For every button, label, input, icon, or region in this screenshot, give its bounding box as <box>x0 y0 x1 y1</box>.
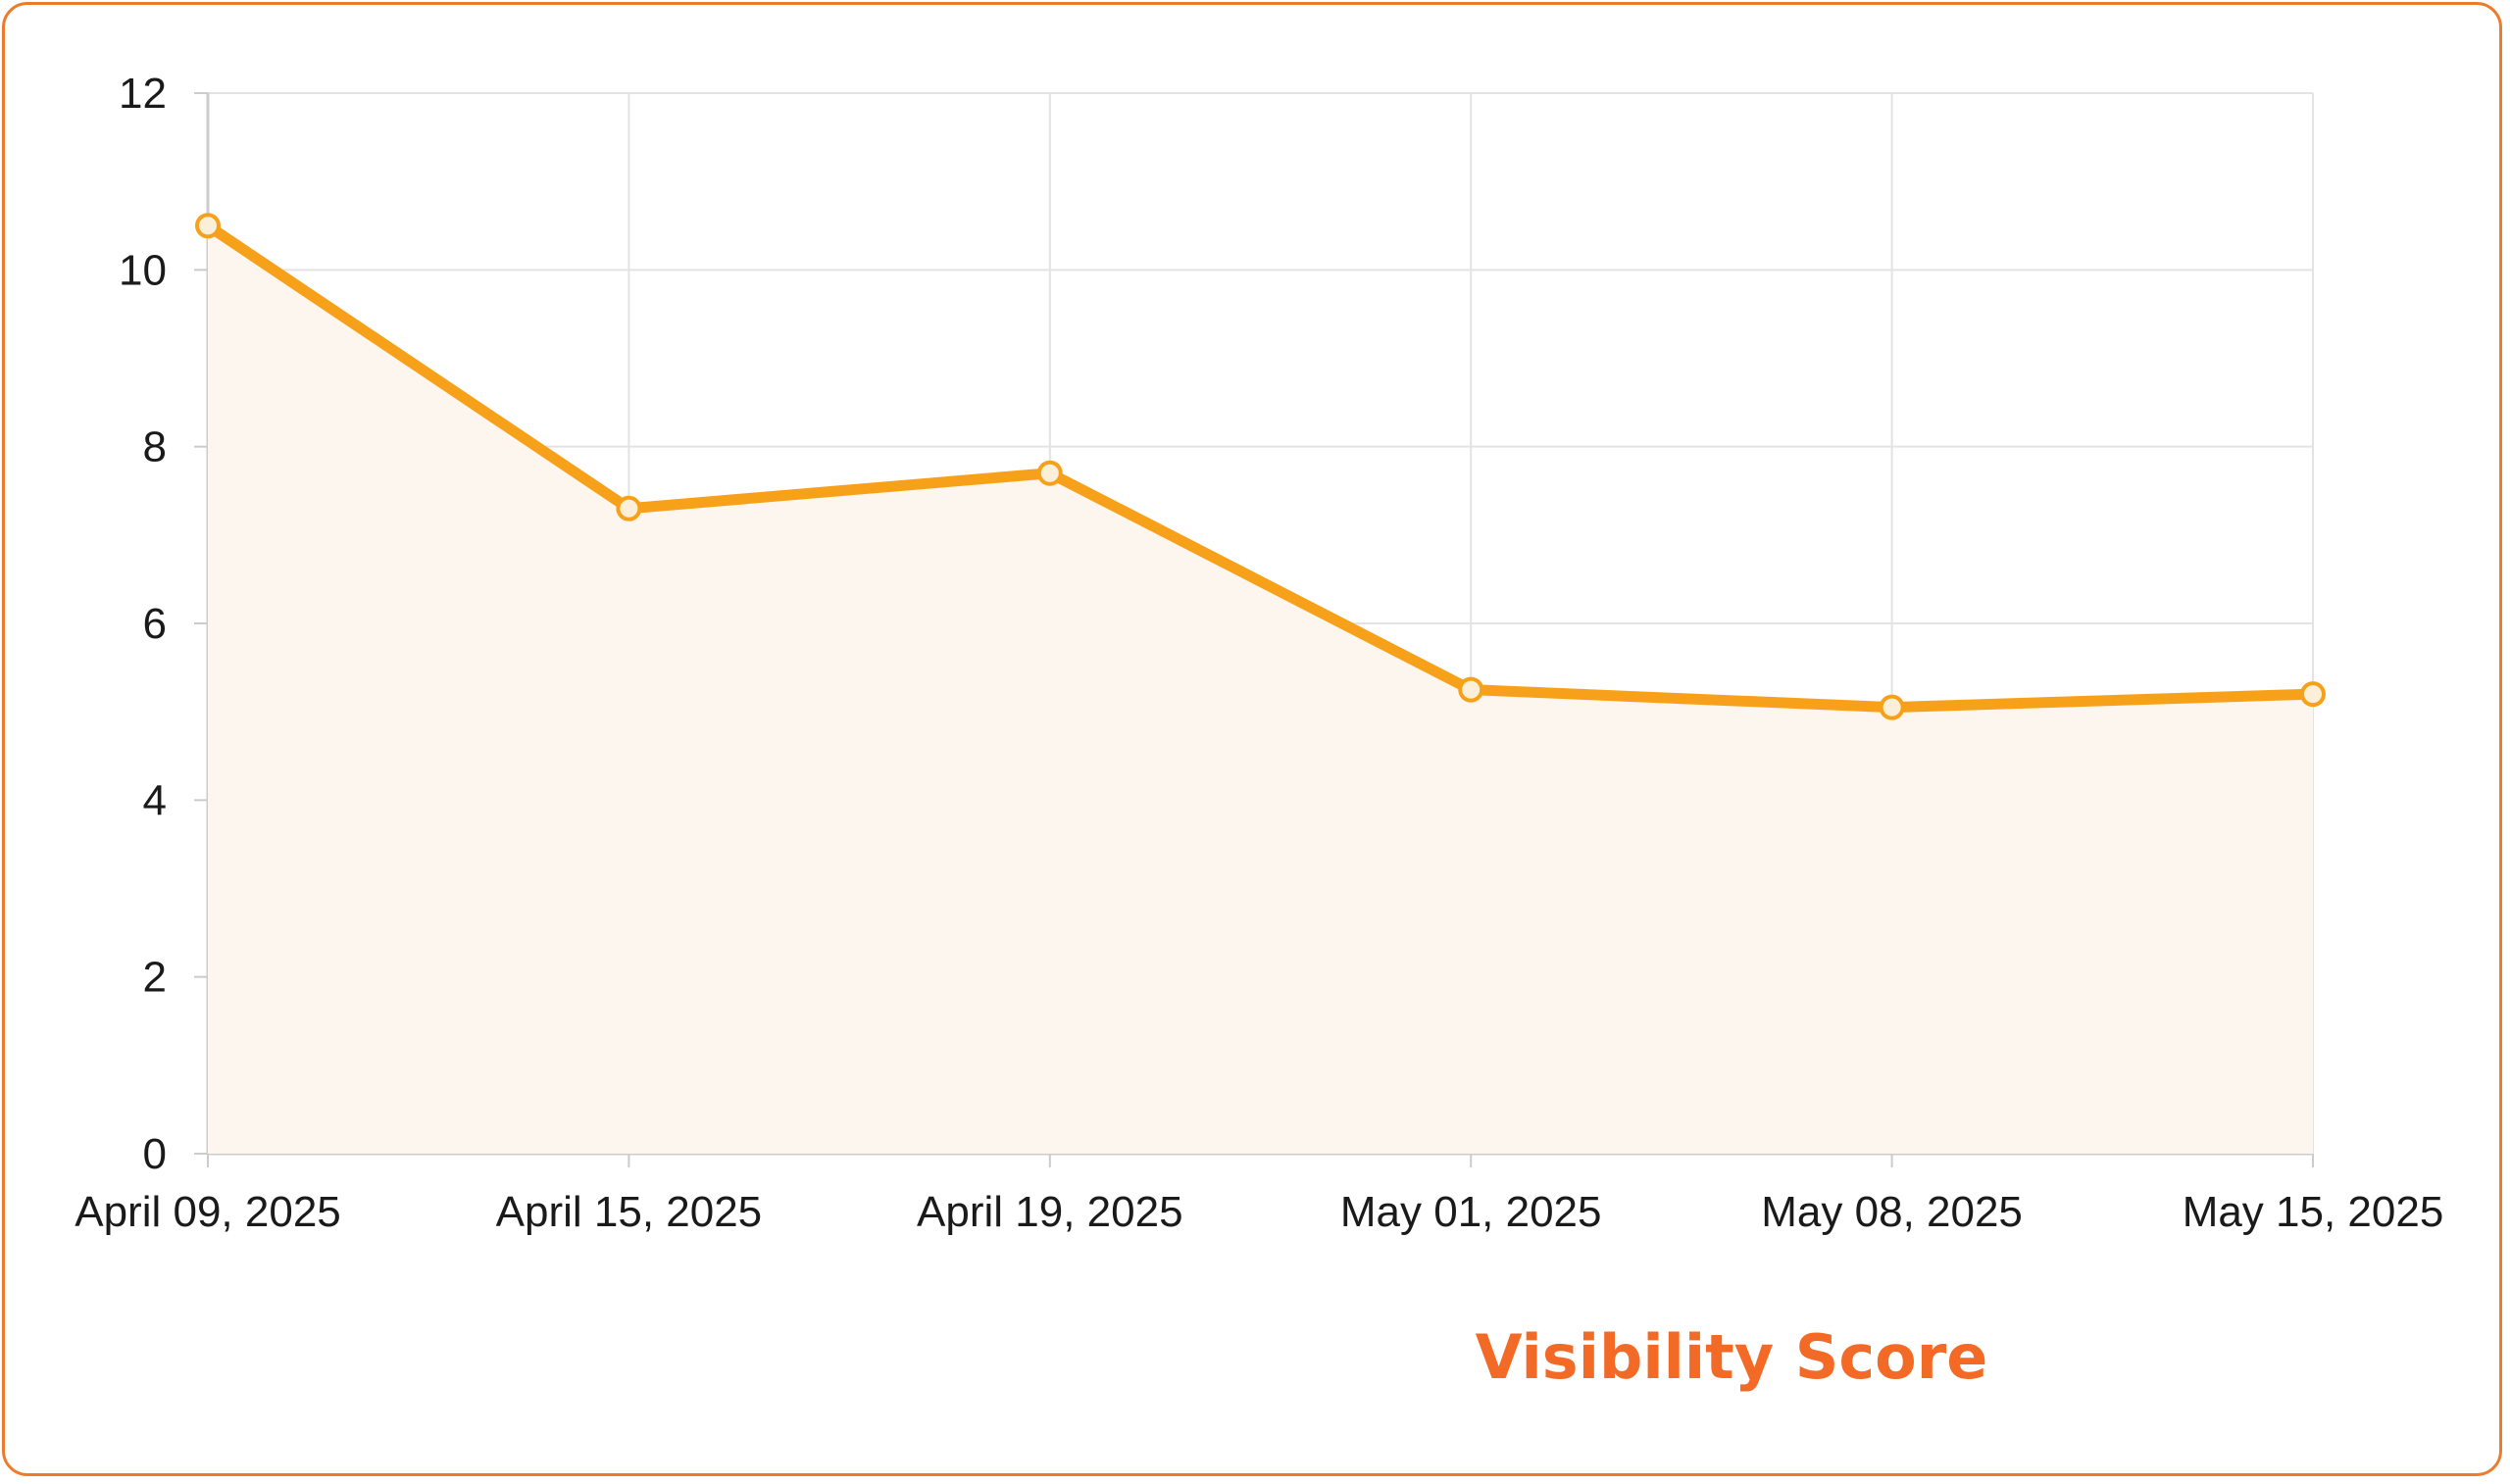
x-tick-label: May 01, 2025 <box>1340 1188 1602 1236</box>
series-area <box>208 225 2313 1154</box>
x-tick-label: May 08, 2025 <box>1761 1188 2023 1236</box>
y-tick-label: 8 <box>143 423 167 471</box>
y-tick-label: 0 <box>143 1130 167 1178</box>
y-tick-label: 10 <box>119 246 167 294</box>
x-tick-label: April 15, 2025 <box>496 1188 763 1236</box>
y-tick-labels: 0 2 4 6 8 10 12 <box>119 70 167 1178</box>
y-tick-label: 4 <box>143 776 167 824</box>
data-point <box>1036 460 1063 486</box>
x-tick-label: April 19, 2025 <box>917 1188 1183 1236</box>
series-line <box>202 220 2319 714</box>
series-line-path <box>202 220 2319 714</box>
data-point <box>616 495 642 521</box>
y-tick-label: 12 <box>119 70 167 118</box>
data-point <box>1458 676 1484 703</box>
data-point <box>1879 694 1905 720</box>
data-point <box>2300 681 2326 708</box>
data-points <box>195 213 2326 720</box>
series-area-fill <box>208 225 2313 1154</box>
x-tick-label: May 15, 2025 <box>2183 1188 2444 1236</box>
x-tick-label: April 09, 2025 <box>75 1188 341 1236</box>
y-tick-label: 6 <box>143 600 167 648</box>
legend-series-name[interactable]: Visibility Score <box>1476 1321 1988 1393</box>
y-tick-label: 2 <box>143 954 167 1002</box>
data-point <box>195 213 221 239</box>
x-tick-labels: April 09, 2025 April 15, 2025 April 19, 20… <box>75 1188 2443 1236</box>
